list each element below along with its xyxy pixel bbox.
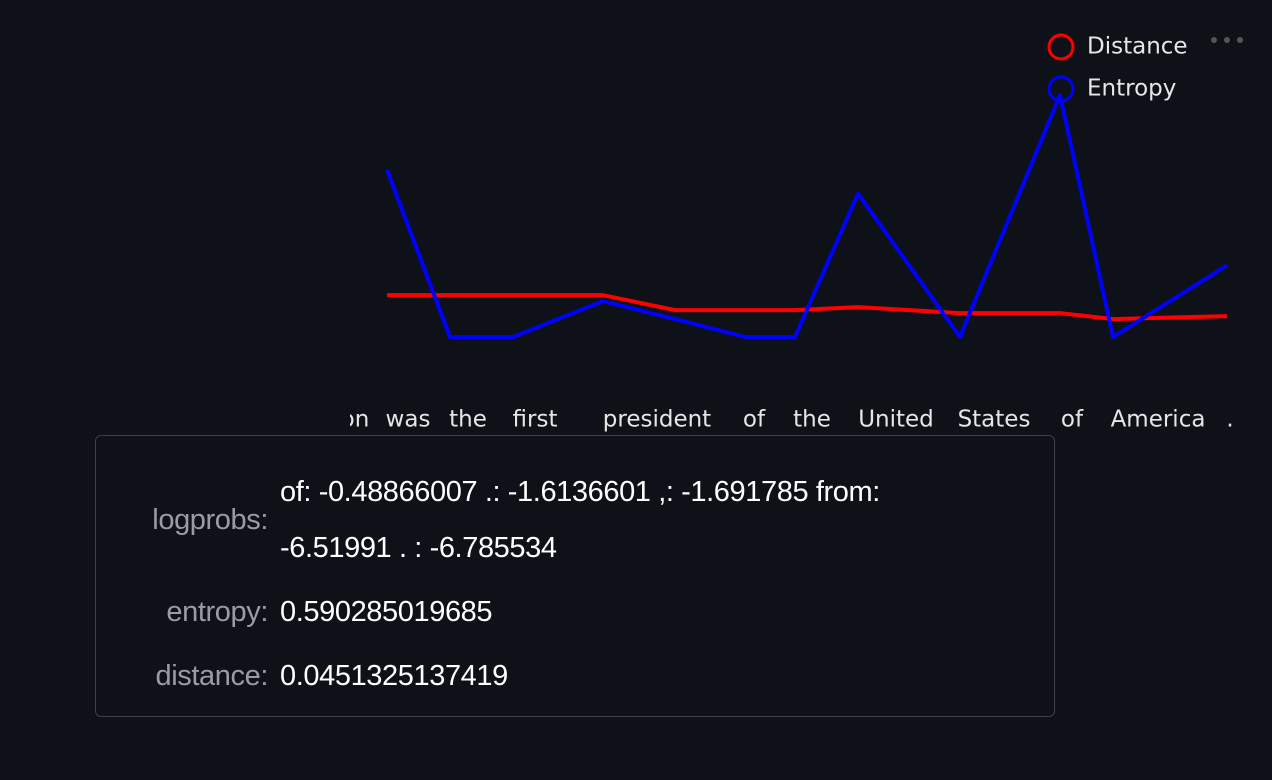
legend-label: Entropy (1087, 76, 1176, 102)
tooltip-row: logprobs: of: -0.48866007 .: -1.6136601 ,… (96, 464, 1054, 576)
tooltip-value: 0.590285019685 (280, 596, 493, 628)
legend-marker (1047, 75, 1075, 103)
tooltip-row: entropy: 0.590285019685 (96, 584, 1054, 640)
tooltip-row: distance: 0.0451325137419 (96, 648, 1054, 704)
chart: on was the first president of the United States o… (341, 33, 1243, 433)
x-tick-label: was (386, 407, 431, 433)
x-tick-label: first (513, 407, 558, 433)
x-tick-label: America (1111, 407, 1206, 433)
tooltip: logprobs: of: -0.48866007 .: -1.6136601 ,… (95, 435, 1055, 717)
menu-dots[interactable] (1211, 37, 1243, 43)
tooltip-label: logprobs: (152, 503, 268, 536)
x-tick-label: of (743, 407, 766, 433)
legend-marker (1047, 33, 1075, 61)
tooltip-label: distance: (155, 659, 269, 692)
tooltip-label: entropy: (166, 595, 268, 628)
line (385, 93, 1229, 339)
line (387, 293, 1228, 322)
x-tick-label: . (1226, 407, 1233, 433)
legend-label: Distance (1087, 34, 1188, 60)
tooltip-value: 0.0451325137419 (280, 660, 508, 692)
x-tick-label: on (341, 407, 370, 433)
x-tick-label: States (958, 407, 1031, 433)
x-tick-label: of (1061, 407, 1084, 433)
x-tick-label: the (793, 407, 831, 433)
x-tick-label: president (603, 407, 711, 433)
x-tick-label: United (858, 407, 934, 433)
x-tick-label: the (449, 407, 487, 433)
tooltip-value: of: -0.48866007 .: -1.6136601 ,: -1.6917… (280, 476, 880, 564)
